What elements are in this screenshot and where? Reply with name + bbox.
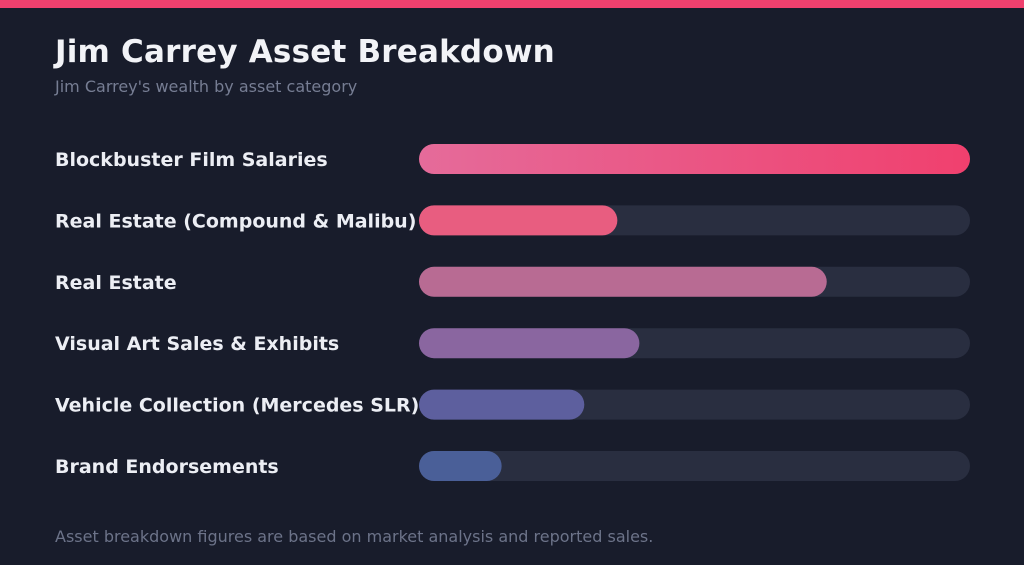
top-accent-bar bbox=[0, 0, 1024, 8]
chart-subtitle: Jim Carrey's wealth by asset category bbox=[55, 77, 358, 96]
bar bbox=[419, 328, 640, 359]
bar-label: Visual Art Sales & Exhibits bbox=[55, 333, 339, 355]
bar-label: Blockbuster Film Salaries bbox=[55, 149, 328, 171]
bar bbox=[419, 389, 585, 420]
chart-footnote: Asset breakdown figures are based on mar… bbox=[55, 527, 654, 546]
bar-track bbox=[419, 451, 970, 481]
bar bbox=[419, 451, 502, 481]
bar bbox=[419, 266, 827, 297]
bar bbox=[419, 144, 970, 174]
bar-label: Vehicle Collection (Mercedes SLR) bbox=[55, 395, 419, 417]
bar-label: Real Estate (Compound & Malibu) bbox=[55, 210, 416, 232]
bar-label: Real Estate bbox=[55, 272, 177, 294]
bar bbox=[419, 205, 618, 236]
bar-label: Brand Endorsements bbox=[55, 456, 279, 478]
chart-title: Jim Carrey Asset Breakdown bbox=[55, 34, 555, 70]
